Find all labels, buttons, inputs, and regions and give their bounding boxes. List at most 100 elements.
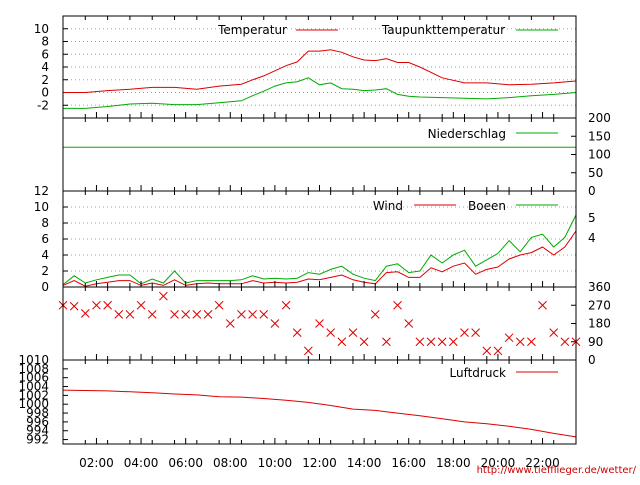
wind-direction-point (482, 346, 492, 356)
wind-direction-point (493, 346, 503, 356)
x-tick-label: 08:00 (213, 456, 248, 470)
x-tick-label: 18:00 (436, 456, 471, 470)
precipitation-ytick-label: 150 (588, 129, 611, 143)
wind-ytick-label: 10 (34, 200, 49, 214)
pressure-ytick-label: 992 (26, 433, 49, 447)
temperature-ytick-label: 6 (41, 47, 49, 61)
wind-direction-point (80, 309, 90, 318)
wind-direction-point (203, 310, 213, 319)
x-tick-label: 22:00 (525, 456, 560, 470)
x-tick-label: 02:00 (79, 456, 114, 470)
wind-direction-point (214, 300, 224, 310)
wind-ytick-label: 2 (41, 264, 49, 278)
pressure-ytick-label: 998 (26, 406, 49, 420)
temperature-ytick-label: 8 (41, 35, 49, 49)
x-tick-label: 04:00 (124, 456, 159, 470)
wind-direction-point (538, 300, 547, 310)
wind-direction-point (292, 328, 302, 337)
wind-direction-point (370, 310, 380, 319)
wind-direction-point (270, 319, 280, 328)
wind-direction-ytick-label: 360 (588, 280, 611, 294)
wind-direction-point (103, 300, 112, 310)
legend-label-niederschlag: Niederschlag (428, 127, 506, 141)
wind-direction-point (471, 328, 480, 337)
x-tick-label: 20:00 (481, 456, 516, 470)
wind-direction-point (527, 337, 536, 347)
legend-label-taupunkt: Taupunkttemperatur (381, 23, 505, 37)
temperature-ytick-label: 10 (34, 22, 49, 36)
pressure-ytick-label: 1004 (18, 380, 49, 394)
temperature-grid (63, 28, 576, 106)
wind-direction-point (92, 300, 101, 310)
precipitation-ytick-label: 0 (588, 184, 596, 198)
precipitation-ticks: 0 50 100 150 200 (571, 111, 611, 198)
wind-direction-ytick-label: 0 (588, 353, 596, 367)
precipitation-ytick-label: 100 (588, 148, 611, 162)
wind-panel: 0 2 4 6 8 10 12 Wind Boeen 5 4 (34, 184, 596, 294)
wind-direction-point (337, 337, 347, 347)
temperature-ytick-label: 4 (41, 60, 49, 74)
wind-direction-point (448, 337, 458, 347)
pressure-frame (62, 359, 577, 445)
wind-series (62, 214, 577, 287)
wind-direction-point (437, 337, 447, 347)
wind-right-label-5: 5 (588, 211, 596, 225)
wind-direction-point (181, 310, 191, 319)
wind-direction-point (136, 300, 146, 310)
wind-direction-point (225, 319, 235, 328)
x-tick-label: 10:00 (258, 456, 293, 470)
wind-ytick-label: 4 (41, 248, 49, 262)
wind-direction-ytick-label: 180 (588, 317, 611, 331)
wind-direction-panel: 0 90 180 270 360 (58, 280, 611, 367)
wind-direction-point (192, 310, 202, 319)
wind-direction-point (382, 337, 391, 347)
legend-label-wind: Wind (373, 199, 403, 213)
series-line-boeen (62, 214, 577, 285)
legend-label-temperatur: Temperatur (217, 23, 287, 37)
pressure-ytick-label: 1002 (18, 388, 49, 402)
wind-ytick-label: 8 (41, 216, 49, 230)
wind-direction-point (159, 291, 168, 301)
wind-direction-point (114, 310, 124, 319)
temperature-ytick-label: 0 (41, 86, 49, 100)
series-line-temperatur (63, 49, 577, 93)
wind-direction-point (281, 300, 291, 310)
temperature-series (63, 49, 577, 109)
legend-label-luftdruck: Luftdruck (449, 366, 506, 380)
temperature-ytick-label: -2 (37, 98, 49, 112)
precipitation-ytick-label: 200 (588, 111, 611, 125)
x-tick-label: 06:00 (168, 456, 203, 470)
wind-direction-point (326, 328, 336, 337)
wind-direction-point (315, 319, 324, 328)
time-axis: 02:00 04:00 06:00 08:00 10:00 12:00 14:00 16:00… (79, 16, 560, 470)
wind-direction-point (415, 337, 425, 347)
wind-direction-point (404, 319, 414, 328)
pressure-ytick-label: 1006 (18, 371, 49, 385)
wind-direction-ticks: 0 90 180 270 360 (571, 280, 611, 367)
wind-right-label-4: 4 (588, 231, 596, 245)
wind-direction-point (426, 337, 436, 347)
pressure-series (62, 389, 577, 438)
precipitation-ytick-label: 50 (588, 166, 603, 180)
legend-label-boeen: Boeen (468, 199, 506, 213)
wind-direction-point (393, 300, 402, 310)
wind-direction-point (125, 310, 135, 319)
wind-direction-point (504, 333, 514, 343)
pressure-ytick-label: 996 (26, 415, 49, 429)
wind-direction-point (170, 310, 179, 319)
x-tick-label: 16:00 (391, 456, 426, 470)
temperature-ytick-label: 2 (41, 73, 49, 87)
wind-direction-ytick-label: 270 (588, 298, 611, 312)
wind-direction-point (359, 337, 369, 347)
wind-direction-point (560, 337, 570, 347)
wind-direction-point (303, 346, 313, 356)
pressure-ytick-label: 1008 (18, 362, 49, 376)
precipitation-panel: 0 50 100 150 200 Niederschlag (63, 111, 611, 198)
credit-url[interactable]: http://www.tiefflieger.de/wetter/ (477, 465, 637, 476)
